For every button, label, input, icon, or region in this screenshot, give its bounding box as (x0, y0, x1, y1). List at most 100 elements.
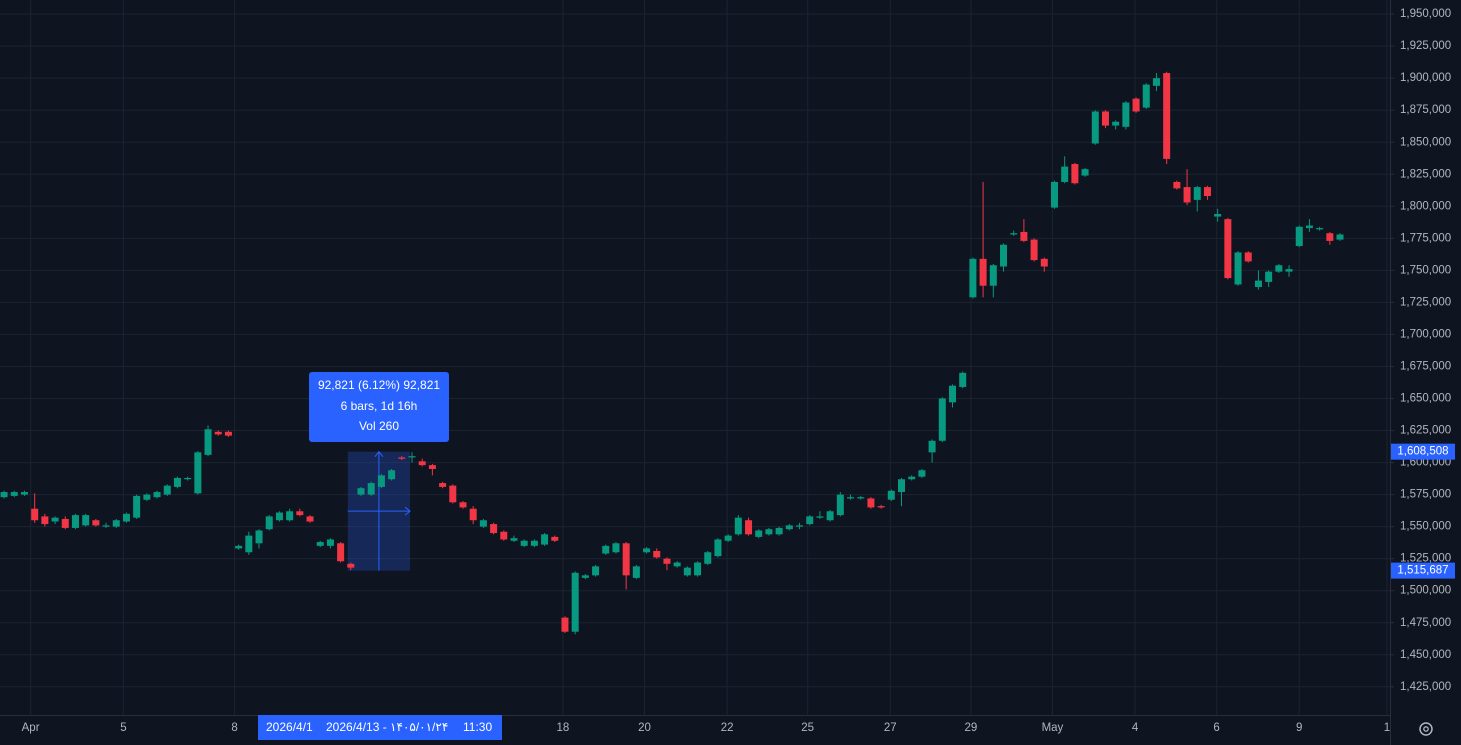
candle-body (1305, 225, 1313, 229)
candle-body (469, 508, 477, 521)
candle-body (1091, 111, 1099, 144)
grid (0, 0, 1390, 715)
candle-body (20, 492, 28, 495)
candle-body (184, 477, 192, 480)
candle-body (520, 540, 528, 546)
candle-body (306, 516, 314, 522)
candle-body (1336, 234, 1344, 240)
candle-body (694, 562, 702, 576)
candle-body (102, 525, 110, 527)
y-tick-label: 1,475,000 (1400, 617, 1451, 629)
time-axis: Apr 5 8 18 20 22 25 27 29 May 4 6 9 1 (22, 722, 1391, 734)
x-tick-label: 6 (1213, 722, 1219, 734)
candle-body (337, 543, 345, 562)
x-tick-label: 20 (638, 722, 651, 734)
candle-body (408, 456, 416, 458)
candle-body (214, 431, 222, 435)
candle-body (785, 525, 793, 530)
candle-body (1234, 252, 1242, 285)
candle-body (1285, 269, 1293, 272)
candle-body (1010, 233, 1018, 235)
candle-body (1132, 98, 1140, 112)
candle-body (541, 534, 549, 545)
candle-body (1244, 252, 1252, 262)
candle-body (1254, 280, 1262, 288)
y-tick-label: 1,450,000 (1400, 649, 1451, 661)
y-tick-label: 1,825,000 (1400, 168, 1451, 180)
y-tick-label: 1,625,000 (1400, 425, 1451, 437)
candles (0, 71, 1344, 635)
candle-body (1112, 121, 1120, 126)
candle-body (857, 497, 865, 499)
measurement-info: 6 bars, 1d 16h (341, 399, 418, 413)
candle-body (163, 485, 171, 495)
candle-body (1101, 111, 1109, 126)
candle-body (92, 520, 100, 526)
candle-body (989, 265, 997, 286)
x-tick-label: 22 (721, 722, 734, 734)
candle-body (1071, 164, 1079, 184)
settings-button[interactable] (1419, 722, 1433, 736)
y-tick-label: 1,750,000 (1400, 264, 1451, 276)
candle-body (398, 457, 406, 459)
candle-body (10, 492, 18, 496)
price-axis: 1,425,000 1,450,000 1,475,000 1,500,000 1,52… (1390, 8, 1451, 693)
candle-body (143, 494, 151, 500)
candle-body (826, 511, 834, 521)
candle-body (418, 461, 426, 466)
candle-body (775, 527, 783, 535)
x-tick-label: 8 (231, 722, 237, 734)
y-tick-label: 1,675,000 (1400, 361, 1451, 373)
candle-body (847, 497, 855, 499)
candle-body (949, 385, 957, 403)
candle-body (918, 470, 926, 477)
crosshair-time-box (258, 715, 502, 740)
candle-body (1203, 187, 1211, 197)
candle-body (1265, 271, 1273, 282)
candle-body (714, 539, 722, 557)
candle-body (173, 477, 181, 487)
candle-body (796, 525, 804, 527)
candle-body (806, 516, 814, 525)
y-tick-label: 1,500,000 (1400, 585, 1451, 597)
x-tick-label: 5 (120, 722, 126, 734)
candle-body (1152, 78, 1160, 86)
candle-body (153, 492, 161, 498)
candle-body (296, 511, 304, 516)
candle-body (275, 512, 283, 521)
candle-body (286, 511, 294, 521)
candle-body (592, 566, 600, 576)
settings-icon[interactable] (1419, 722, 1433, 736)
candle-body (1050, 181, 1058, 208)
candle-body (439, 483, 447, 487)
candle-body (704, 552, 712, 564)
candle-body (1122, 102, 1130, 127)
candle-body (41, 516, 49, 525)
measurement-tooltip (309, 372, 449, 442)
y-tick-label: 1,425,000 (1400, 681, 1451, 693)
x-tick-label: 27 (884, 722, 897, 734)
settings-icon-center[interactable] (1423, 726, 1429, 732)
candle-body (1040, 258, 1048, 267)
candle-body (1142, 84, 1150, 108)
candle-body (887, 490, 895, 500)
candle-body (510, 538, 518, 541)
candle-body (643, 548, 651, 553)
candle-body (367, 483, 375, 495)
y-tick-label: 1,775,000 (1400, 232, 1451, 244)
candle-body (581, 575, 589, 578)
y-tick-label: 1,575,000 (1400, 489, 1451, 501)
candle-body (31, 508, 39, 521)
candle-body (61, 518, 69, 528)
range-start-label: 2026/4/1 (266, 720, 313, 734)
candle-body (1193, 187, 1201, 200)
y-tick-label: 1,525,000 (1400, 553, 1451, 565)
candle-body (867, 498, 875, 508)
candle-body (969, 258, 977, 298)
x-tick-label: 4 (1132, 722, 1139, 734)
candle-body (479, 520, 487, 527)
